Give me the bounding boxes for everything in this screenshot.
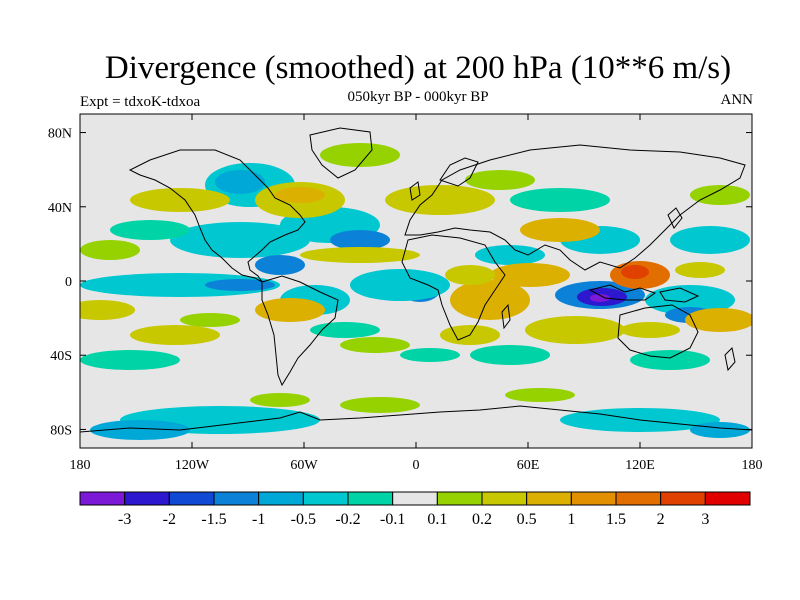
colorbar-label: -2 <box>163 511 176 528</box>
lon-tick-label: 120E <box>625 458 655 473</box>
colorbar-label: 3 <box>701 511 709 528</box>
colorbar-label: -0.5 <box>291 511 316 528</box>
colorbar-swatch <box>392 491 438 506</box>
greenland-coastline <box>309 127 373 179</box>
north-america-coastline <box>128 149 306 283</box>
colorbar: -3 -2 -1.5 -1 -0.5 -0.2 -0.1 0.1 0.2 0.5 1 1.5 2 3 <box>79 491 751 528</box>
colorbar-label: 1 <box>567 511 575 528</box>
lon-tick-label: 60E <box>517 458 540 473</box>
colorbar-label: -3 <box>118 511 131 528</box>
antarctica-coastline <box>80 405 752 433</box>
new-guinea-coastline <box>659 287 700 303</box>
colorbar-swatch <box>258 491 304 506</box>
british-isles-coastline <box>409 181 421 201</box>
colorbar-swatch <box>436 491 483 506</box>
colorbar-swatch <box>660 491 706 506</box>
lon-tick-label: 180 <box>742 458 763 473</box>
colorbar-swatch <box>168 491 215 506</box>
colorbar-label: -1 <box>252 511 265 528</box>
scandinavia-coastline <box>439 157 479 187</box>
positive-divergence-regions <box>80 143 752 413</box>
lon-tick-label: 180 <box>70 458 91 473</box>
map-plot-area: 80N 40N 0 40S 80S 180 120W 60W 0 60E 120E 180 <box>48 113 763 473</box>
colorbar-swatch <box>526 491 572 506</box>
colorbar-label: 0.1 <box>427 511 447 528</box>
map-title: Divergence (smoothed) at 200 hPa (10**6 … <box>104 50 732 86</box>
colorbar-swatch <box>704 491 751 506</box>
indonesia-coastline <box>588 284 657 301</box>
colorbar-swatch <box>302 491 349 506</box>
colorbar-swatch <box>615 491 662 506</box>
colorbar-swatch <box>347 491 394 506</box>
colorbar-swatch <box>79 491 126 506</box>
lat-tick-label: 40N <box>48 201 72 216</box>
madagascar-coastline <box>501 303 511 330</box>
longitude-axis: 180 120W 60W 0 60E 120E 180 <box>70 114 763 473</box>
australia-coastline <box>617 304 699 359</box>
lat-tick-label: 80N <box>48 127 72 142</box>
colorbar-label: -0.1 <box>380 511 405 528</box>
lat-tick-label: 40S <box>50 349 72 364</box>
lon-tick-label: 120W <box>175 458 210 473</box>
colorbar-swatch <box>570 491 617 506</box>
colorbar-label: 2 <box>657 511 665 528</box>
lat-tick-label: 0 <box>65 275 72 290</box>
experiment-label: Expt = tdxoK-tdxoa <box>80 94 201 110</box>
season-label: ANN <box>720 92 754 108</box>
japan-coastline <box>667 207 683 229</box>
map-subtitle: 050kyr BP - 000kyr BP <box>347 89 489 105</box>
colorbar-label: 0.2 <box>472 511 492 528</box>
latitude-axis: 80N 40N 0 40S 80S <box>48 127 752 438</box>
colorbar-swatch <box>213 491 260 506</box>
colorbar-label: 1.5 <box>606 511 626 528</box>
lon-tick-label: 60W <box>290 458 318 473</box>
lon-tick-label: 0 <box>413 458 420 473</box>
africa-coastline <box>401 234 506 341</box>
colorbar-label: 0.5 <box>517 511 537 528</box>
coastlines <box>80 127 752 433</box>
south-america-coastline <box>261 275 339 387</box>
eurasia-coastline <box>404 144 746 271</box>
lat-tick-label: 80S <box>50 423 72 438</box>
colorbar-swatch <box>124 491 170 506</box>
colorbar-swatch <box>481 491 528 506</box>
colorbar-label: -1.5 <box>201 511 226 528</box>
colorbar-label: -0.2 <box>335 511 360 528</box>
new-zealand-coastline <box>724 346 736 372</box>
